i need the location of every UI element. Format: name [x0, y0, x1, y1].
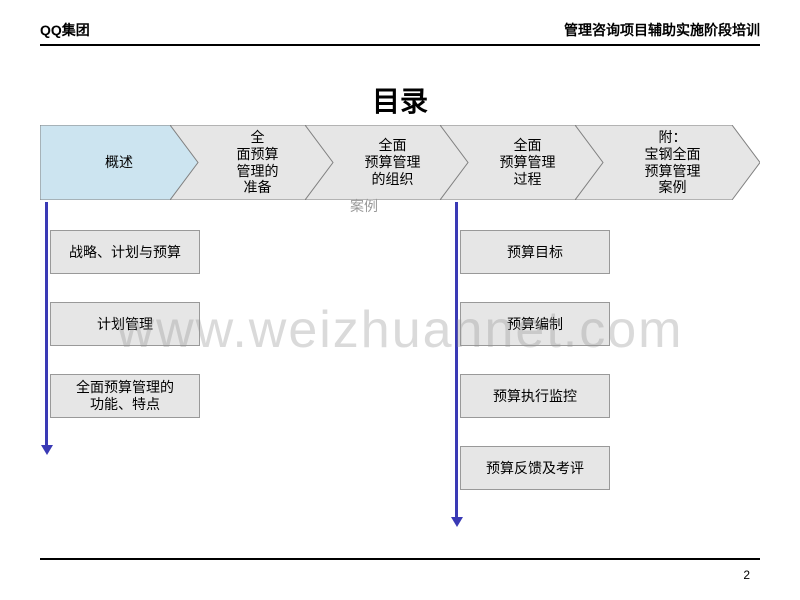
page-title: 目录: [0, 80, 800, 120]
right-sub-item-2: 预算执行监控: [460, 374, 610, 418]
right-sub-arrow-icon: [451, 517, 463, 527]
left-sub-connector: [45, 202, 48, 445]
header-divider: [40, 44, 760, 46]
header-right: 管理咨询项目辅助实施阶段培训: [564, 20, 760, 40]
footer-divider: [40, 558, 760, 560]
left-sub-item-2: 全面预算管理的功能、特点: [50, 374, 200, 418]
right-sub-item-3: 预算反馈及考评: [460, 446, 610, 490]
chevron-label-4: 附：宝钢全面预算管理案例: [575, 125, 760, 200]
ghost-text: 案例: [350, 196, 378, 216]
right-sub-item-1: 预算编制: [460, 302, 610, 346]
header-left: QQ集团: [40, 20, 90, 40]
header: QQ集团 管理咨询项目辅助实施阶段培训: [40, 20, 760, 40]
right-sub-connector: [455, 202, 458, 517]
right-sub-item-0: 预算目标: [460, 230, 610, 274]
chevron-4: 附：宝钢全面预算管理案例: [575, 125, 760, 200]
left-sub-item-0: 战略、计划与预算: [50, 230, 200, 274]
left-sub-arrow-icon: [41, 445, 53, 455]
chevron-row: 概述 全面预算管理的准备 全面预算管理的组织 全面预算管理过程 附：宝钢全面预算…: [40, 125, 760, 200]
page-number: 2: [743, 568, 750, 582]
left-sub-item-1: 计划管理: [50, 302, 200, 346]
